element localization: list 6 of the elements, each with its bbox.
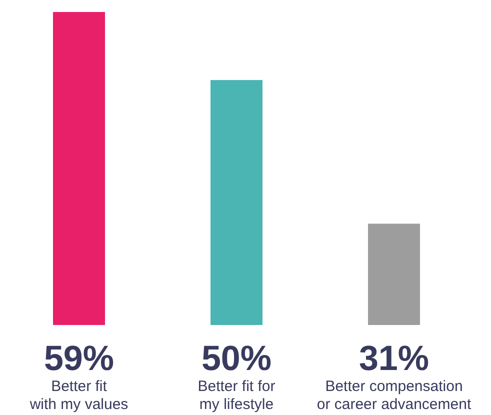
data-label: 31% [358,339,430,378]
x-tick-label: Better fit for my lifestyle [198,378,276,413]
x-tick-label: Better fit with my values [28,378,128,413]
data-label: 59% [44,339,114,378]
x-tick-label: Better compensation or career advancement [316,378,472,413]
data-label: 50% [201,339,272,378]
